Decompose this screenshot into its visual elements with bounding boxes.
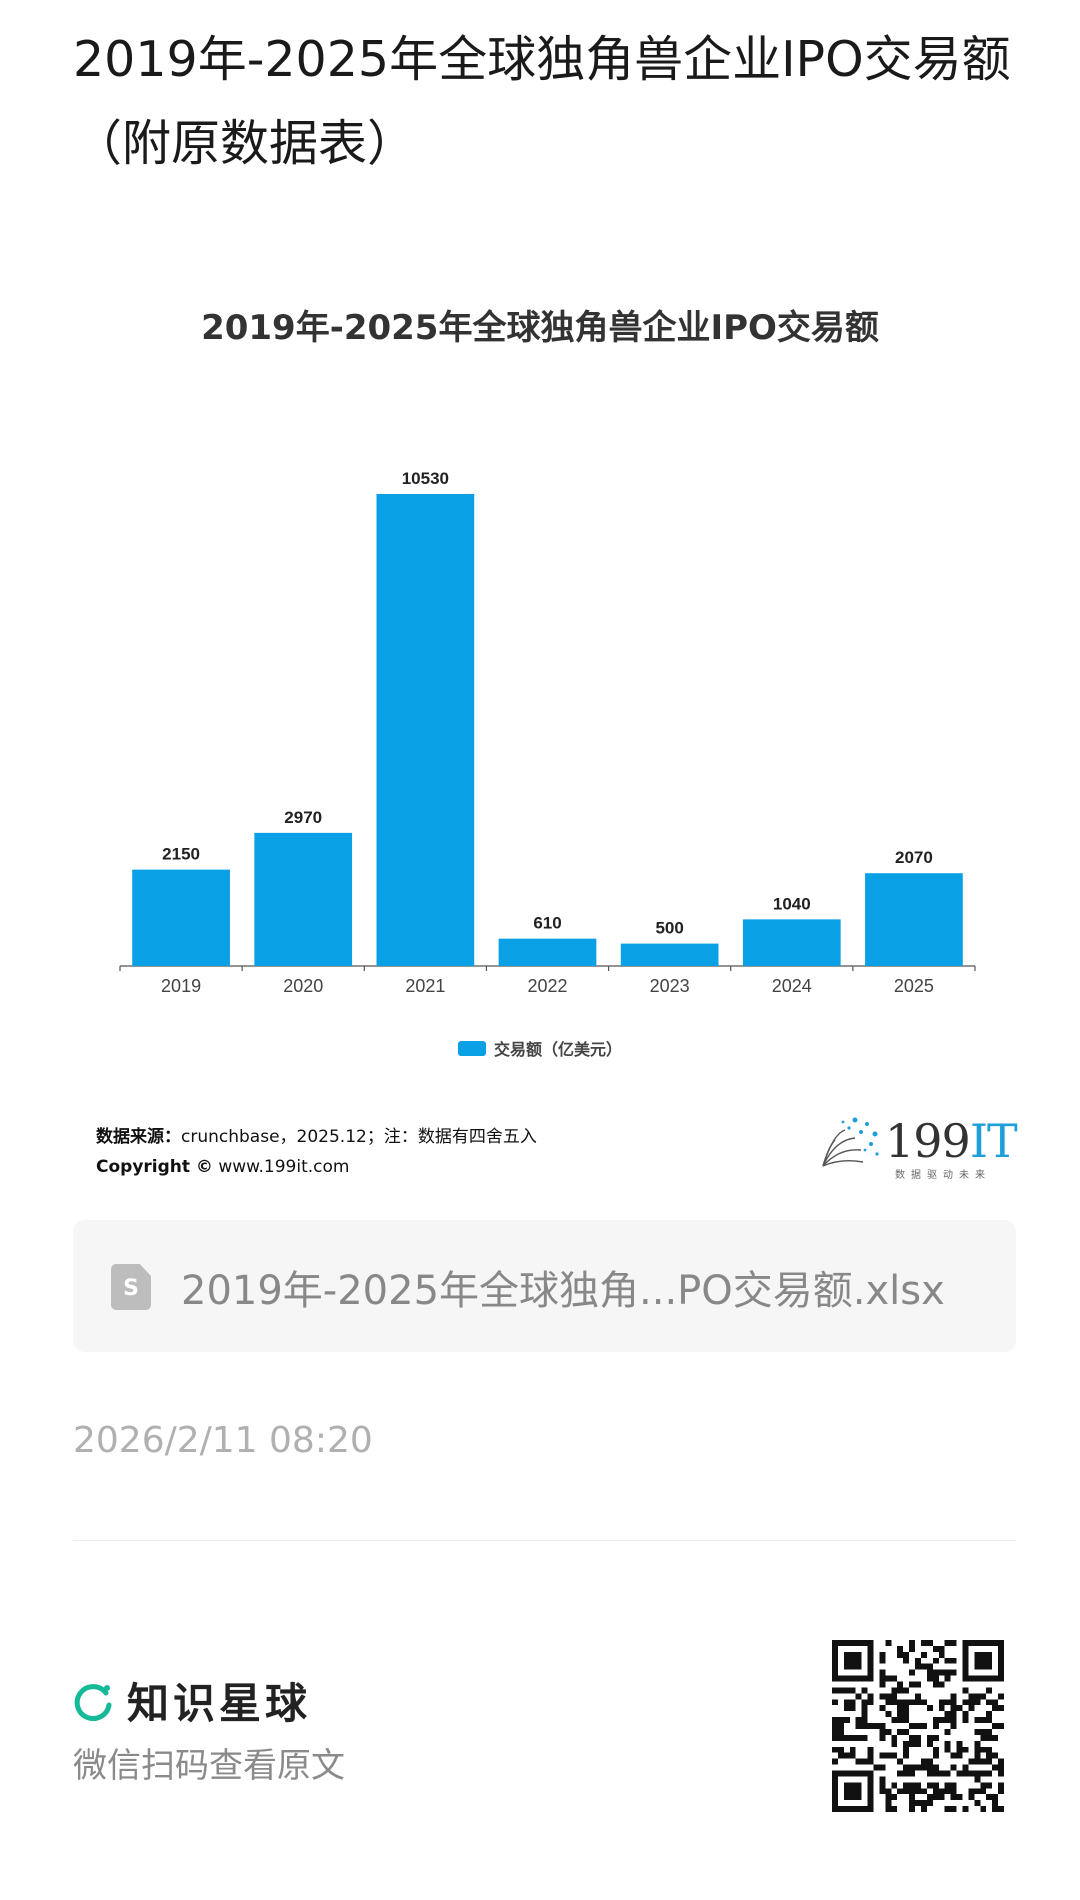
data-source: 数据来源：crunchbase，2025.12；注：数据有四舍五入 Copyri… [96,1122,537,1182]
x-tick-label-2022: 2022 [527,976,567,996]
brand-tagline: 数据驱动未来 [895,1170,991,1181]
bar-2025 [865,873,963,966]
x-tick-label-2021: 2021 [405,976,445,996]
bar-2022 [498,938,597,966]
x-tick-label-2019: 2019 [161,976,201,996]
data-label-2021: 10530 [402,469,449,488]
x-tick-label-2020: 2020 [283,976,323,996]
attachment-file-name[interactable]: 2019年-2025年全球独角...PO交易额.xlsx [181,1268,945,1314]
divider [73,1540,1016,1541]
brand-logo: 199IT 数据驱动未来 [815,1110,1018,1181]
data-label-2020: 2970 [284,808,322,827]
data-label-2025: 2070 [895,848,933,867]
data-label-2023: 500 [655,919,683,938]
source-text: crunchbase，2025.12；注：数据有四舍五入 [181,1127,537,1147]
brand-name: 199IT [885,1114,1018,1168]
attachment-card[interactable]: S 2019年-2025年全球独角...PO交易额.xlsx [73,1220,1016,1352]
scan-hint: 微信扫码查看原文 [73,1746,345,1786]
zsxq-brand: 知识星球 [73,1670,311,1731]
qr-code[interactable] [832,1640,1004,1812]
chart-legend: 交易额（亿美元） [0,1036,1080,1060]
legend-label: 交易额（亿美元） [493,1040,622,1059]
spreadsheet-file-icon: S [111,1264,151,1310]
copyright-label: Copyright © [96,1157,213,1177]
x-tick-label-2024: 2024 [772,976,812,996]
zsxq-name: 知识星球 [127,1679,312,1728]
source-label: 数据来源： [96,1127,181,1147]
legend-swatch [457,1040,486,1056]
bar-chart: 2150 2019 2970 2020 10530 2021 610 2022 500 2023 1… [119,469,976,996]
bar-2023 [620,943,719,966]
bar-2020 [254,832,353,966]
x-tick-label-2025: 2025 [894,976,934,996]
chart-title: 2019年-2025年全球独角兽企业IPO交易额 [201,308,879,348]
copyright-url: www.199it.com [218,1157,350,1177]
page-title: 2019年-2025年全球独角兽企业IPO交易额（附原数据表） [73,31,1011,172]
zsxq-logo-icon [74,1683,112,1721]
data-label-2022: 610 [533,914,561,933]
bar-2021 [376,494,475,966]
data-label-2019: 2150 [162,845,200,864]
post-timestamp: 2026/2/11 08:20 [73,1420,373,1461]
dandelion-icon [822,1117,879,1167]
data-label-2024: 1040 [773,894,811,913]
bar-2019 [132,869,230,966]
x-tick-label-2023: 2023 [650,976,690,996]
bar-2024 [742,919,841,966]
